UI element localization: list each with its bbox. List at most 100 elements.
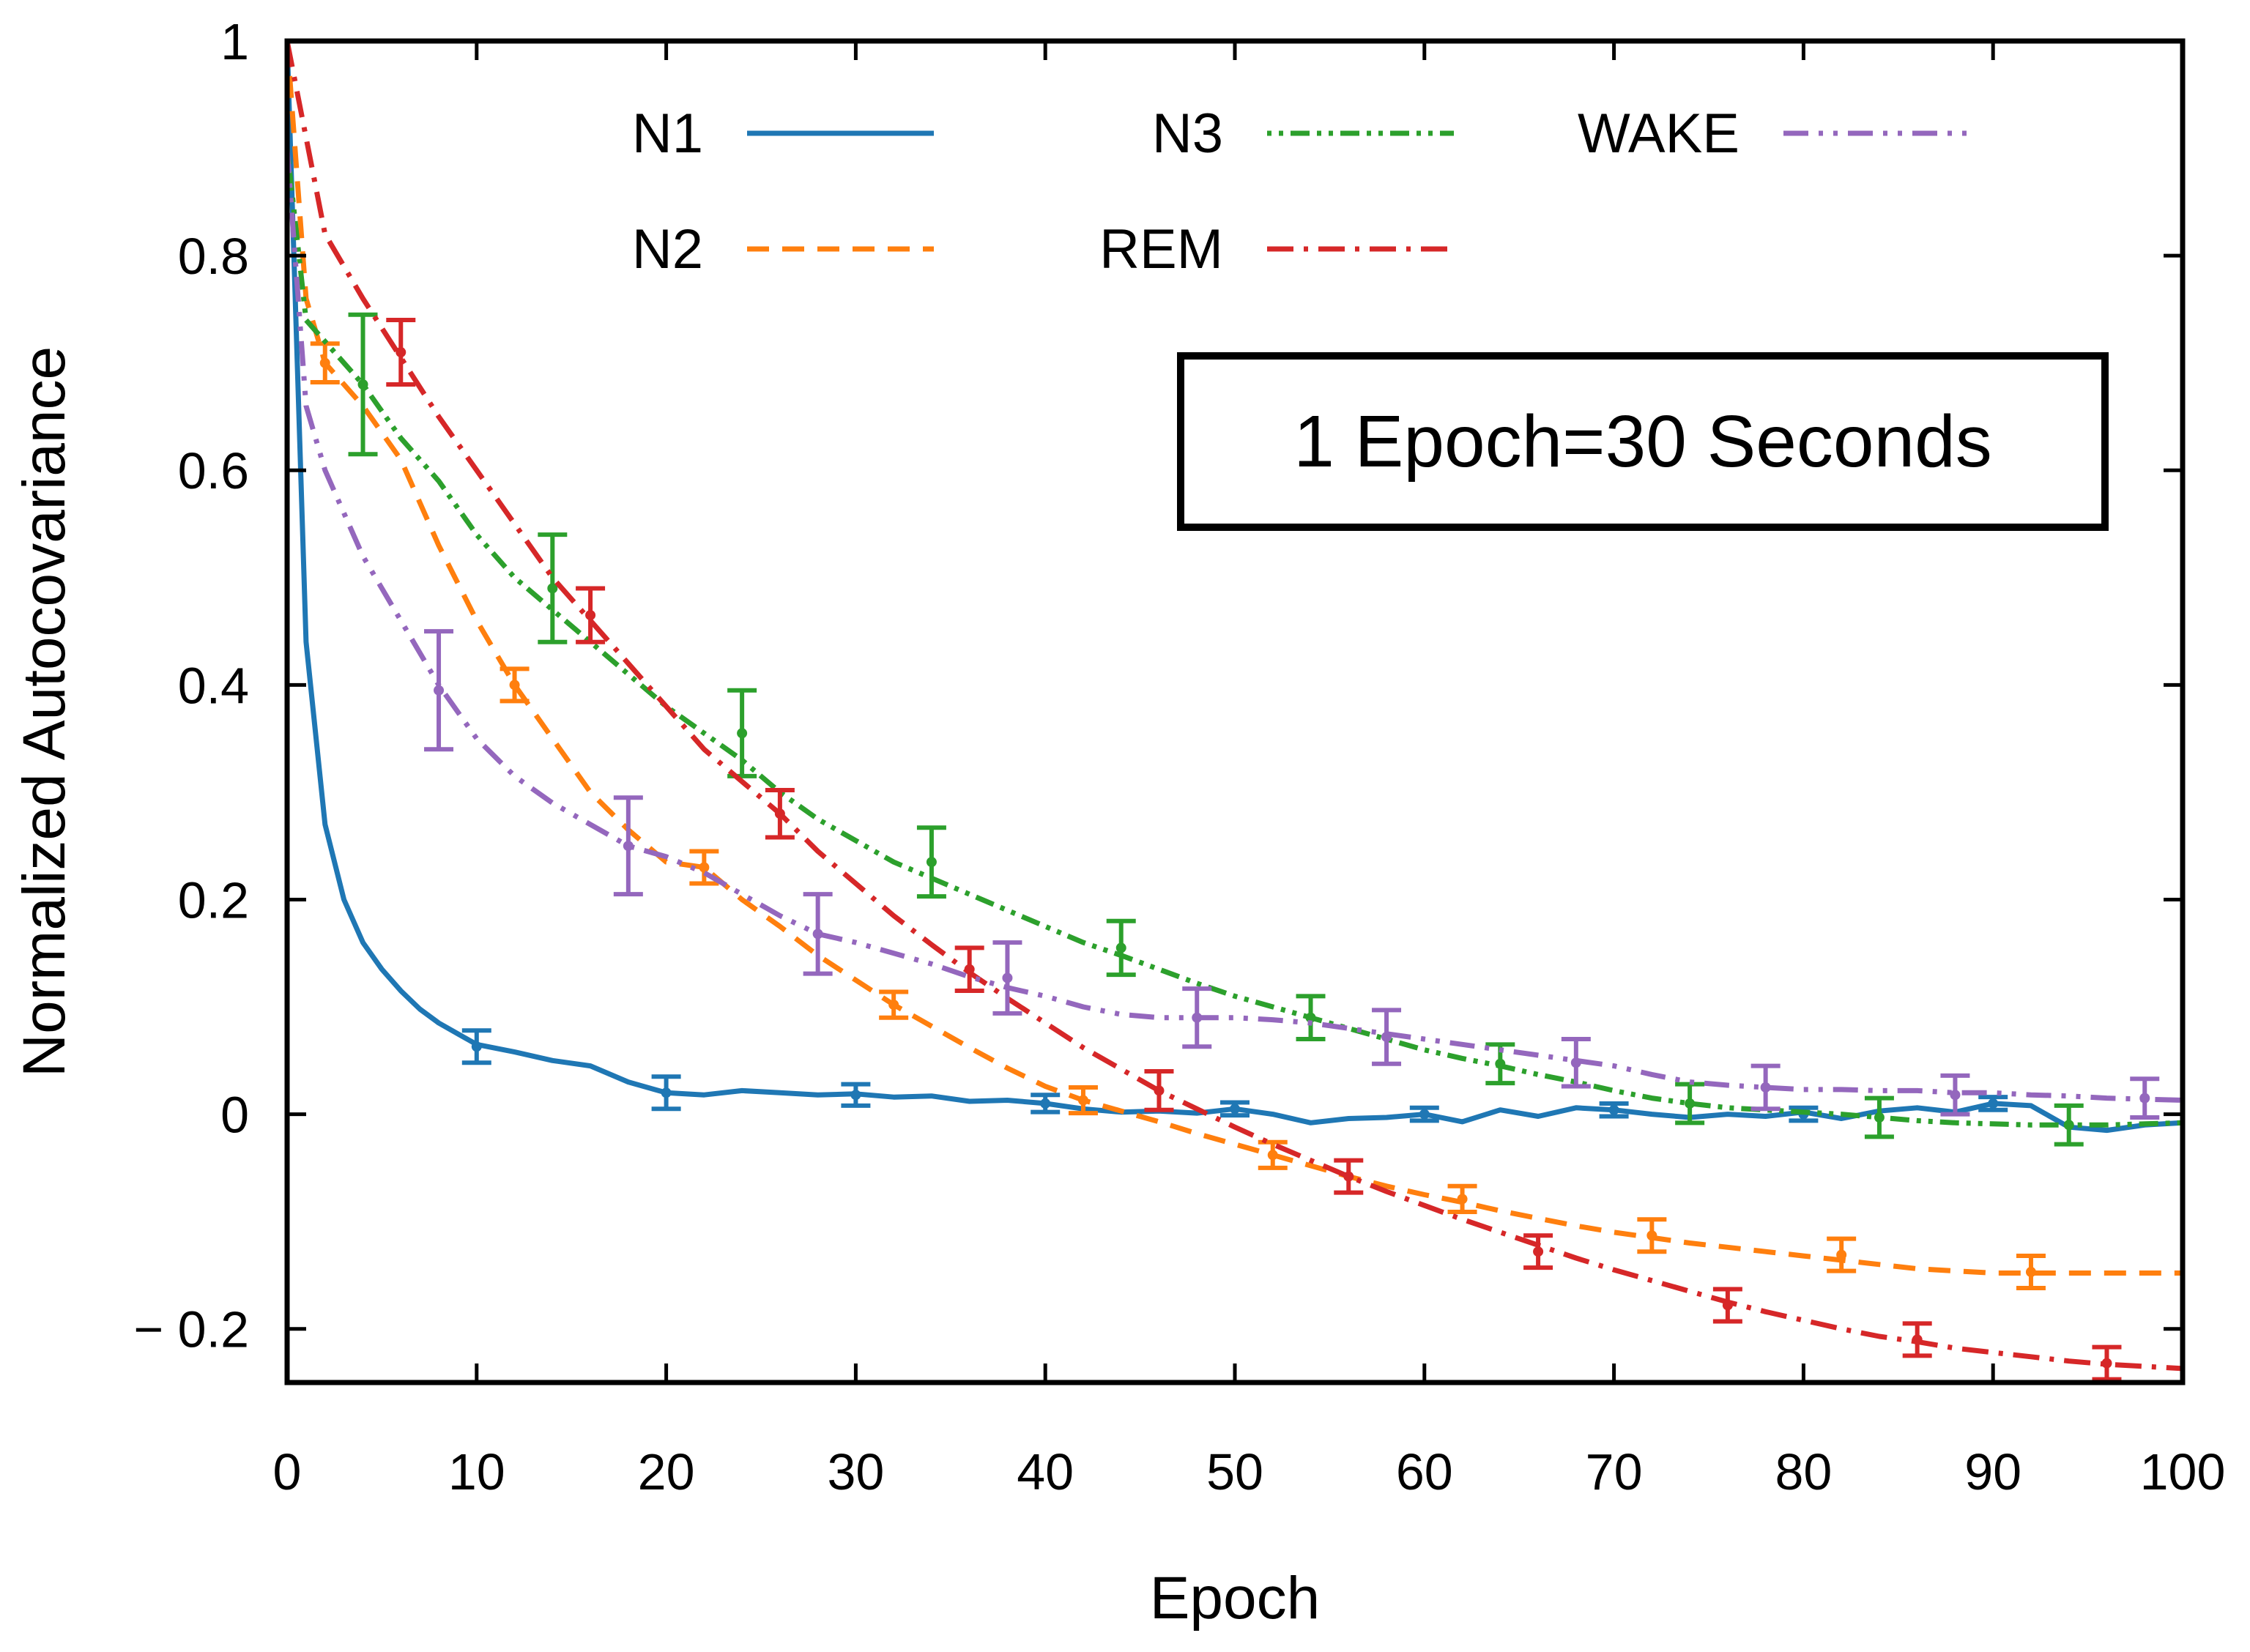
data-point [547, 583, 558, 594]
data-point [699, 862, 710, 873]
annotation-box: 1 Epoch=30 Seconds [1177, 352, 2109, 531]
y-tick-label: 0.8 [178, 228, 249, 285]
error-bar [1561, 1037, 1591, 1089]
y-tick-label: 0.4 [178, 657, 249, 714]
error-bar [765, 787, 795, 840]
error-bar [727, 688, 757, 778]
y-tick-label: 0.2 [178, 871, 249, 929]
x-tick-label: 50 [1206, 1443, 1263, 1500]
series-line-wake [287, 148, 2183, 1103]
error-bar [1220, 1100, 1250, 1118]
data-point [1570, 1057, 1581, 1068]
x-tick-label: 30 [827, 1443, 884, 1500]
legend-label: REM [1099, 218, 1223, 280]
error-bar [1372, 1008, 1402, 1066]
error-bar [2092, 1344, 2122, 1382]
data-point [2025, 1267, 2036, 1278]
legend-label: WAKE [1578, 103, 1740, 165]
data-point [737, 728, 748, 739]
annotation-frame [1177, 352, 2109, 531]
y-tick-label: 1 [220, 13, 249, 70]
data-point [812, 929, 823, 940]
error-bar [538, 532, 568, 644]
series-line-n2 [287, 41, 2183, 1276]
data-point [1115, 942, 1126, 953]
x-tick-label: 10 [448, 1443, 505, 1500]
error-bar [2130, 1076, 2160, 1120]
error-bar [1068, 1084, 1098, 1116]
legend-entry-wake: WAKE [1578, 103, 1970, 165]
data-point [357, 379, 368, 390]
error-bar [1902, 1321, 1932, 1358]
x-tick-label: 80 [1775, 1443, 1832, 1500]
data-point [850, 1090, 861, 1101]
series-layer [287, 41, 2183, 1382]
error-bar [689, 849, 719, 886]
error-bar [424, 629, 454, 752]
x-tick-label: 100 [2140, 1443, 2226, 1500]
data-point [1077, 1095, 1088, 1106]
series-wake [287, 148, 2183, 1120]
error-bar [1144, 1068, 1174, 1112]
error-bar [803, 892, 833, 976]
data-point [1533, 1246, 1544, 1257]
data-point [1836, 1249, 1847, 1260]
data-point [1419, 1109, 1430, 1120]
error-bar [1106, 918, 1136, 978]
data-point [888, 1000, 899, 1011]
data-point [623, 841, 634, 852]
x-tick-label: 70 [1586, 1443, 1643, 1500]
data-point [1343, 1171, 1354, 1182]
data-point [471, 1041, 482, 1052]
error-bar [1712, 1287, 1742, 1324]
x-tick-label: 40 [1017, 1443, 1074, 1500]
data-point [1874, 1112, 1885, 1123]
data-point [1267, 1150, 1278, 1161]
legend-label: N2 [632, 218, 703, 280]
error-bar [1031, 1093, 1061, 1115]
error-bar [1296, 994, 1326, 1042]
data-point [2139, 1093, 2150, 1104]
data-point [1154, 1085, 1165, 1096]
data-point [1912, 1334, 1923, 1345]
series-line-n3 [287, 148, 2183, 1128]
legend-label: N1 [632, 103, 703, 165]
error-bar [386, 318, 416, 387]
data-point [396, 347, 406, 358]
data-point [1722, 1300, 1733, 1311]
error-bar [1637, 1217, 1667, 1254]
y-tick-label: 0 [220, 1087, 249, 1144]
error-bar [954, 945, 984, 994]
legend-label: N3 [1152, 103, 1223, 165]
x-axis-label: Epoch [1150, 1565, 1321, 1631]
data-point [964, 964, 975, 975]
data-point [1192, 1012, 1203, 1023]
legend-entry-n3: N3 [1152, 103, 1454, 165]
error-bar [348, 312, 378, 457]
y-tick-label: 0.6 [178, 442, 249, 499]
data-point [1457, 1194, 1468, 1205]
error-bar [1978, 1095, 2008, 1112]
data-point [509, 680, 520, 691]
data-point [1608, 1104, 1619, 1115]
legend-entry-n1: N1 [632, 103, 934, 165]
data-point [926, 857, 937, 868]
data-point [774, 808, 785, 819]
series-n2 [287, 41, 2183, 1291]
error-bar [841, 1082, 871, 1108]
y-axis-label: Normalized Autocovariance [11, 346, 78, 1077]
data-point [1950, 1090, 1961, 1101]
error-bar [1864, 1095, 1894, 1139]
y-tick-label: − 0.2 [133, 1301, 249, 1358]
x-tick-label: 0 [273, 1443, 302, 1500]
error-bar [2054, 1103, 2084, 1147]
series-rem [287, 41, 2183, 1382]
data-point [319, 357, 330, 368]
data-point [434, 685, 445, 696]
tick-layer: 0 10 20 30 40 50 60 70 80 90 100 − 0.2 0 0.2 0.4 0.6 0.8… [133, 13, 2225, 1500]
data-point [1495, 1058, 1506, 1069]
error-bar [613, 795, 643, 897]
error-bar [576, 586, 606, 644]
error-bar [1599, 1101, 1629, 1119]
x-tick-label: 90 [1964, 1443, 2021, 1500]
